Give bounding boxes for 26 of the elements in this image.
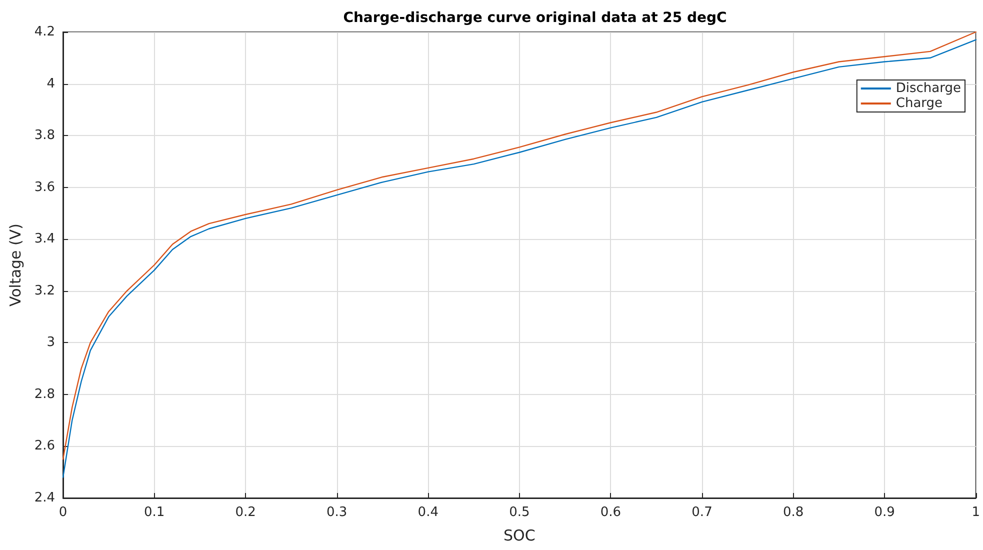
x-tick-label: 0.8	[782, 505, 804, 520]
x-tick-label: 0.4	[418, 505, 438, 520]
legend-label: Discharge	[896, 81, 962, 96]
x-tick-label: 0.6	[600, 505, 622, 520]
y-tick-label: 4.2	[34, 24, 55, 40]
legend-label: Charge	[896, 96, 943, 111]
x-tick-label: 0.2	[235, 505, 256, 520]
y-tick-label: 3.4	[34, 232, 55, 247]
x-tick-label: 0.9	[874, 505, 895, 520]
y-tick-label: 3	[46, 335, 55, 350]
y-tick-label: 2.8	[34, 386, 55, 402]
x-tick-label: 0.7	[692, 505, 712, 520]
x-axis-title: SOC	[504, 526, 536, 544]
y-tick-label: 3.8	[34, 128, 55, 144]
x-tick-label: 0.5	[509, 505, 530, 520]
x-tick-label: 0.1	[144, 505, 165, 520]
y-tick-label: 2.6	[34, 438, 55, 454]
y-axis-title: Voltage (V)	[6, 224, 24, 306]
y-tick-label: 2.4	[34, 490, 55, 506]
x-tick-label: 1	[972, 505, 980, 520]
x-tick-label: 0.3	[326, 505, 348, 520]
y-tick-label: 3.6	[34, 180, 55, 195]
y-tick-label: 3.2	[34, 283, 55, 298]
x-tick-label: 0	[58, 505, 68, 520]
y-tick-label: 4	[46, 76, 55, 92]
chart-title: Charge-discharge curve original data at 25 degC	[343, 10, 727, 26]
